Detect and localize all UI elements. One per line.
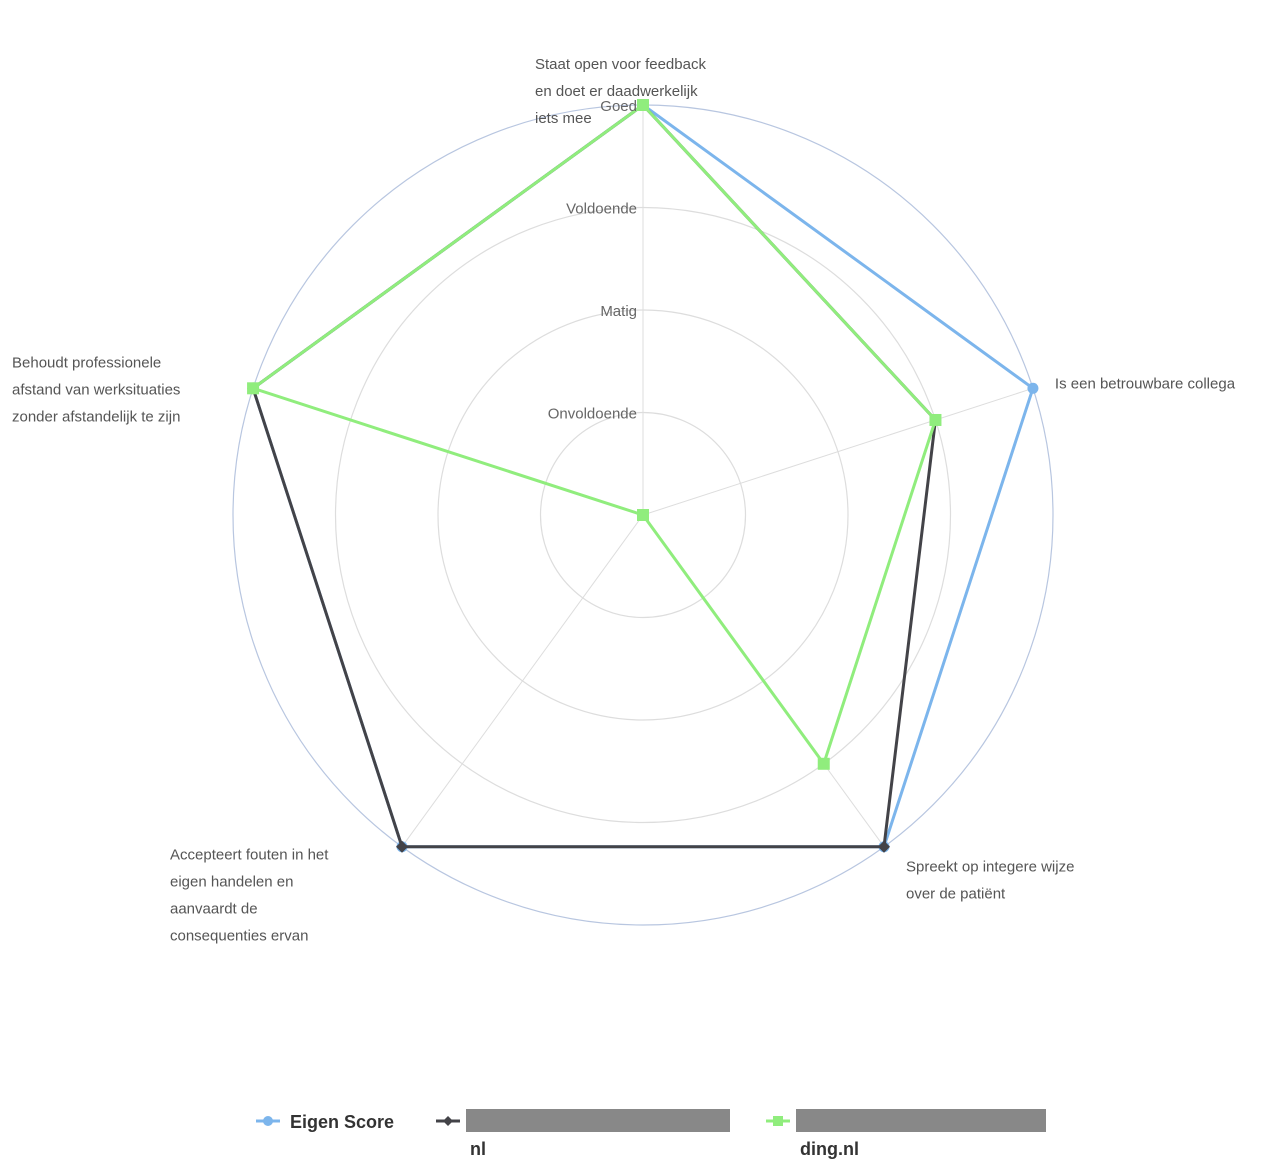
data-point-s2-0 <box>637 99 649 111</box>
axis-label-3: Accepteert fouten in het eigen handelen e… <box>170 847 329 945</box>
axis-label-line: Spreekt op integere wijze <box>906 859 1074 876</box>
axis-label-0: Staat open voor feedback en doet er daadw… <box>535 56 706 127</box>
legend-item-2: ding.nl <box>766 1109 1046 1159</box>
data-point-s2-4 <box>247 382 260 395</box>
series-layer <box>247 99 1039 853</box>
legend-redaction-bar <box>466 1109 730 1132</box>
legend-marker <box>443 1116 453 1126</box>
data-point-s2-3 <box>637 509 649 521</box>
ring-label-4: Goed <box>600 98 637 115</box>
axis-label-4: Behoudt professionele afstand van werksit… <box>12 354 180 425</box>
data-point-s0-1 <box>1027 382 1039 394</box>
axis-label-line: eigen handelen en <box>170 874 293 891</box>
grid-spoke-1 <box>642 387 1034 516</box>
legend-marker <box>773 1116 783 1126</box>
legend-label: nl <box>470 1139 486 1159</box>
data-point-s2-1 <box>929 413 942 426</box>
axis-label-line: en doet er daadwerkelijk <box>535 83 698 100</box>
legend-marker <box>263 1116 273 1126</box>
ring-label-3: Voldoende <box>566 201 637 218</box>
axis-label-line: afstand van werksituaties <box>12 381 180 398</box>
axis-label-2: Spreekt op integere wijze over de patiënt <box>906 859 1074 903</box>
ring-label-2: Matig <box>600 303 637 320</box>
axis-label-line: Staat open voor feedback <box>535 56 706 73</box>
axis-label-1: Is een betrouwbare collega <box>1055 375 1236 392</box>
legend-item-1: nl <box>436 1109 730 1159</box>
series-line-2 <box>251 103 937 766</box>
legend: Eigen Score nl ding.nl <box>256 1109 1046 1159</box>
axis-label-line: zonder afstandelijk te zijn <box>12 408 180 425</box>
legend-redaction-bar <box>796 1109 1046 1132</box>
axis-label-line: over de patiënt <box>906 886 1006 903</box>
ring-label-1: Onvoldoende <box>548 406 637 423</box>
data-point-s1-3 <box>396 840 409 853</box>
legend-label: Eigen Score <box>290 1112 394 1132</box>
data-point-s1-2 <box>877 840 890 853</box>
axis-labels: Staat open voor feedback en doet er daadw… <box>12 56 1236 945</box>
axis-label-line: iets mee <box>535 110 592 127</box>
legend-item-0: Eigen Score <box>256 1112 394 1132</box>
data-point-s2-2 <box>817 757 830 770</box>
axis-label-line: Accepteert fouten in het <box>170 847 329 864</box>
axis-label-line: Is een betrouwbare collega <box>1055 375 1236 392</box>
legend-label: ding.nl <box>800 1139 859 1159</box>
axis-label-line: Behoudt professionele <box>12 354 161 371</box>
axis-label-line: aanvaardt de <box>170 901 258 918</box>
ring-labels: Onvoldoende Matig Voldoende Goed <box>548 98 637 423</box>
axis-label-line: consequenties ervan <box>170 928 308 945</box>
grid-spoke-3 <box>401 514 644 847</box>
